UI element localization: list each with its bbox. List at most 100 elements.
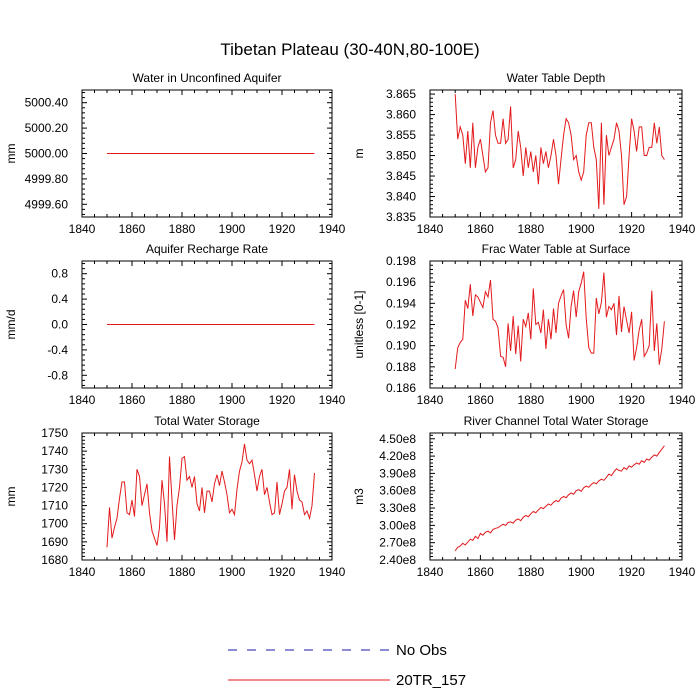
x-tick-label: 1880: [517, 222, 544, 236]
legend-label-no-obs: No Obs: [396, 642, 447, 659]
y-axis-label: m: [352, 149, 366, 159]
series-line-20tr-157: [454, 445, 665, 552]
y-tick-label: 5000.40: [25, 96, 69, 110]
x-tick-label: 1880: [169, 222, 196, 236]
y-tick-label: 1740: [41, 444, 68, 458]
y-tick-label: -0.4: [47, 343, 68, 357]
y-tick-label: 3.850: [386, 149, 416, 163]
x-tick-label: 1920: [618, 393, 645, 407]
y-tick-label: 1700: [41, 517, 68, 531]
y-tick-label: 0.0: [51, 318, 68, 332]
x-tick-label: 1900: [219, 393, 246, 407]
y-tick-label: 0.192: [386, 318, 416, 332]
y-tick-label: 0.4: [51, 292, 68, 306]
panel-6: River Channel Total Water Storage m3 1840 1…: [352, 414, 696, 579]
y-tick-label: 3.90e8: [379, 466, 416, 480]
plot-frame: [429, 432, 683, 561]
y-tick-label: 2.70e8: [379, 536, 416, 550]
y-tick-label: -0.8: [47, 368, 68, 382]
y-tick-label: 3.865: [386, 87, 416, 101]
y-tick-label: 0.8: [51, 267, 68, 281]
y-axis-label: mm: [4, 144, 18, 164]
y-tick-label: 3.30e8: [379, 501, 416, 515]
y-axis-label: unitless [0-1]: [352, 290, 366, 358]
y-tick-label: 0.196: [386, 275, 416, 289]
panel-4: Frac Water Table at Surface unitless [0-1…: [352, 242, 696, 407]
legend-label-20tr-157: 20TR_157: [396, 672, 466, 689]
y-tick-label: 1690: [41, 535, 68, 549]
x-tick-label: 1940: [669, 222, 696, 236]
x-tick-label: 1920: [269, 222, 296, 236]
x-tick-label: 1880: [169, 565, 196, 579]
figure-title: Tibetan Plateau (30-40N,80-100E): [220, 40, 479, 59]
series-line-20tr-157: [454, 271, 665, 370]
y-tick-label: 2.40e8: [379, 553, 416, 567]
y-tick-label: 3.835: [386, 210, 416, 224]
x-tick-label: 1860: [467, 565, 494, 579]
y-tick-label: 3.00e8: [379, 518, 416, 532]
y-tick-label: 1750: [41, 426, 68, 440]
x-tick-label: 1900: [568, 222, 595, 236]
y-tick-label: 1710: [41, 499, 68, 513]
x-tick-label: 1920: [269, 565, 296, 579]
x-tick-label: 1940: [669, 565, 696, 579]
y-tick-label: 4999.60: [25, 197, 69, 211]
x-tick-label: 1880: [169, 393, 196, 407]
panel-title: River Channel Total Water Storage: [464, 414, 649, 428]
panel-title: Aquifer Recharge Rate: [146, 242, 268, 256]
x-tick-label: 1840: [69, 393, 96, 407]
y-tick-label: 0.194: [386, 296, 416, 310]
x-tick-label: 1940: [319, 565, 346, 579]
x-tick-label: 1860: [119, 393, 146, 407]
x-tick-label: 1860: [119, 222, 146, 236]
y-tick-label: 3.840: [386, 190, 416, 204]
x-tick-label: 1940: [319, 393, 346, 407]
panel-1: Water in Unconfined Aquifer mm 1840 1860 188…: [4, 71, 346, 236]
series-line-20tr-157: [106, 443, 315, 548]
panel-title: Total Water Storage: [154, 414, 260, 428]
x-tick-label: 1840: [417, 393, 444, 407]
panel-title: Water in Unconfined Aquifer: [133, 71, 282, 85]
y-tick-label: 0.186: [386, 381, 416, 395]
panel-3: Aquifer Recharge Rate mm/d 1840 1860 1880 190…: [4, 242, 346, 407]
y-tick-label: 4.20e8: [379, 449, 416, 463]
y-tick-label: 3.60e8: [379, 484, 416, 498]
x-tick-label: 1860: [467, 393, 494, 407]
x-tick-label: 1940: [669, 393, 696, 407]
y-tick-label: 3.855: [386, 128, 416, 142]
x-tick-label: 1920: [618, 565, 645, 579]
x-tick-label: 1920: [269, 393, 296, 407]
y-tick-label: 5000.20: [25, 121, 69, 135]
y-tick-label: 3.860: [386, 108, 416, 122]
y-tick-label: 5000.00: [25, 147, 69, 161]
x-tick-label: 1900: [568, 565, 595, 579]
x-tick-label: 1940: [319, 222, 346, 236]
y-tick-label: 1680: [41, 553, 68, 567]
x-tick-label: 1900: [568, 393, 595, 407]
panel-title: Water Table Depth: [507, 71, 606, 85]
panel-2: Water Table Depth m 1840 1860 1880 1900 1920 19…: [352, 71, 696, 236]
y-tick-label: 0.188: [386, 360, 416, 374]
y-tick-label: 4999.80: [25, 172, 69, 186]
y-axis-label: m3: [352, 488, 366, 505]
y-tick-label: 4.50e8: [379, 432, 416, 446]
x-tick-label: 1840: [69, 222, 96, 236]
y-tick-label: 1720: [41, 480, 68, 494]
x-tick-label: 1880: [517, 565, 544, 579]
panel-title: Frac Water Table at Surface: [482, 242, 631, 256]
y-tick-label: 0.190: [386, 339, 416, 353]
x-tick-label: 1840: [417, 565, 444, 579]
x-tick-label: 1840: [69, 565, 96, 579]
y-tick-label: 3.845: [386, 169, 416, 183]
x-tick-label: 1860: [119, 565, 146, 579]
x-tick-label: 1900: [219, 222, 246, 236]
series-line-20tr-157: [454, 94, 665, 209]
x-tick-label: 1860: [467, 222, 494, 236]
x-tick-label: 1900: [219, 565, 246, 579]
legend: No Obs 20TR_157: [228, 642, 466, 689]
y-axis-label: mm: [4, 487, 18, 507]
plot-frame: [429, 260, 683, 389]
panel-5: Total Water Storage mm 1840 1860 1880 1900 192…: [4, 414, 346, 579]
y-tick-label: 1730: [41, 462, 68, 476]
